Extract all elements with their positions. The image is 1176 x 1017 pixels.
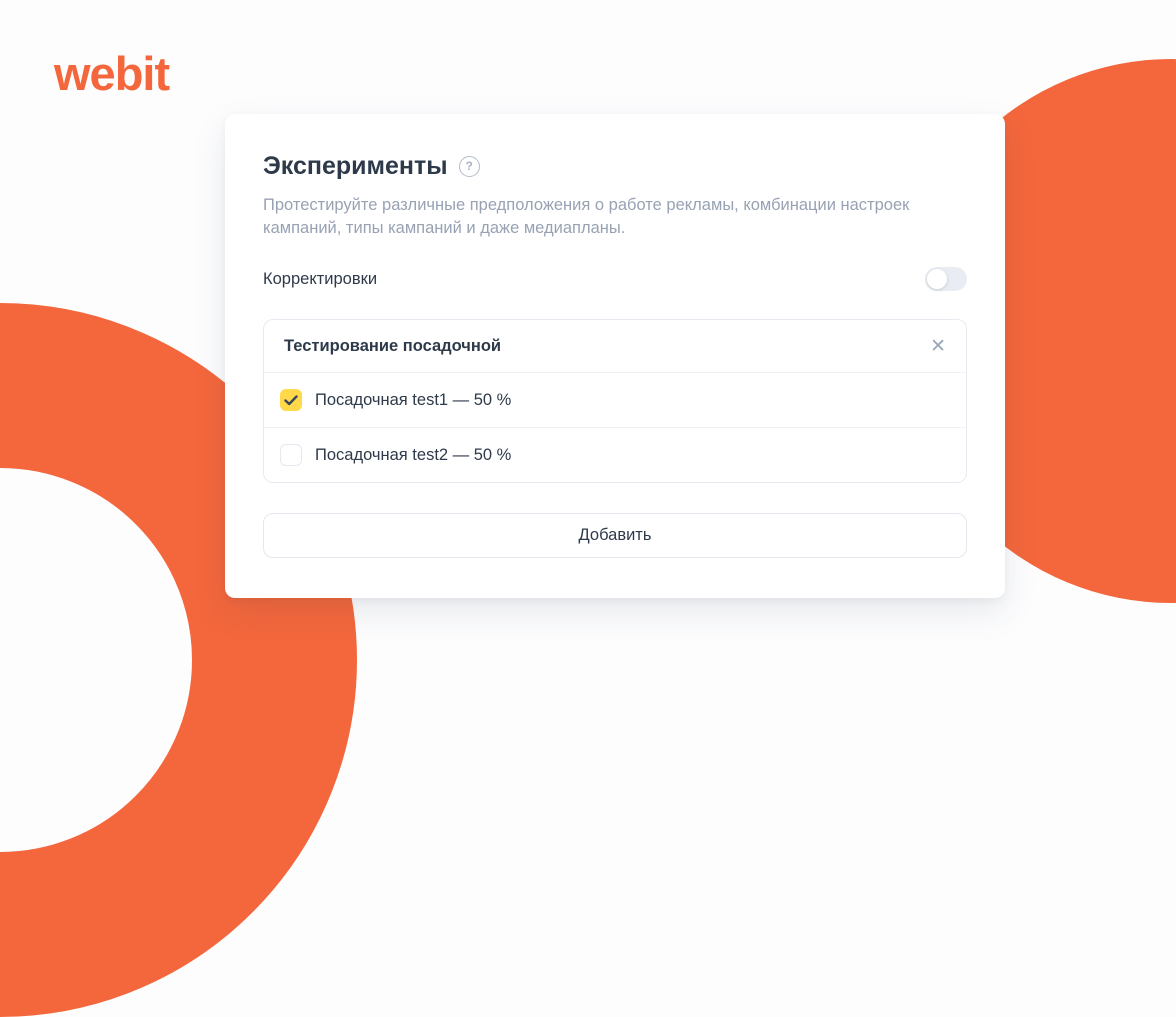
close-icon[interactable]: ✕ bbox=[930, 335, 946, 357]
adjustments-row: Корректировки bbox=[263, 267, 967, 291]
option-2-checkbox[interactable] bbox=[280, 444, 302, 466]
experiment-header: Тестирование посадочной ✕ bbox=[264, 320, 966, 373]
option-1-checkbox[interactable] bbox=[280, 389, 302, 411]
help-icon[interactable]: ? bbox=[458, 155, 480, 177]
option-2-label: Посадочная test2 — 50 % bbox=[315, 445, 512, 464]
experiment-title: Тестирование посадочной bbox=[284, 336, 502, 355]
experiment-option-row[interactable]: Посадочная test2 — 50 % bbox=[264, 427, 966, 482]
check-icon bbox=[284, 394, 298, 405]
webit-logo: webit bbox=[54, 47, 170, 100]
experiment-card: Тестирование посадочной ✕ Посадочная tes… bbox=[263, 319, 967, 483]
description-line-2: кампаний, типы кампаний и даже медиаплан… bbox=[263, 219, 626, 237]
experiment-option-row[interactable]: Посадочная test1 — 50 % bbox=[264, 373, 966, 427]
description-line-1: Протестируйте различные предположения о … bbox=[263, 196, 910, 214]
add-button[interactable]: Добавить bbox=[263, 513, 967, 558]
page-title: Эксперименты bbox=[263, 152, 448, 180]
panel-title-row: Эксперименты ? bbox=[263, 150, 967, 182]
panel-description: Протестируйте различные предположения о … bbox=[263, 194, 967, 240]
toggle-knob bbox=[927, 269, 947, 289]
adjustments-label: Корректировки bbox=[263, 269, 378, 288]
adjustments-toggle[interactable] bbox=[925, 267, 967, 291]
option-1-label: Посадочная test1 — 50 % bbox=[315, 390, 512, 409]
experiments-panel: Эксперименты ? Протестируйте различные п… bbox=[225, 114, 1005, 598]
